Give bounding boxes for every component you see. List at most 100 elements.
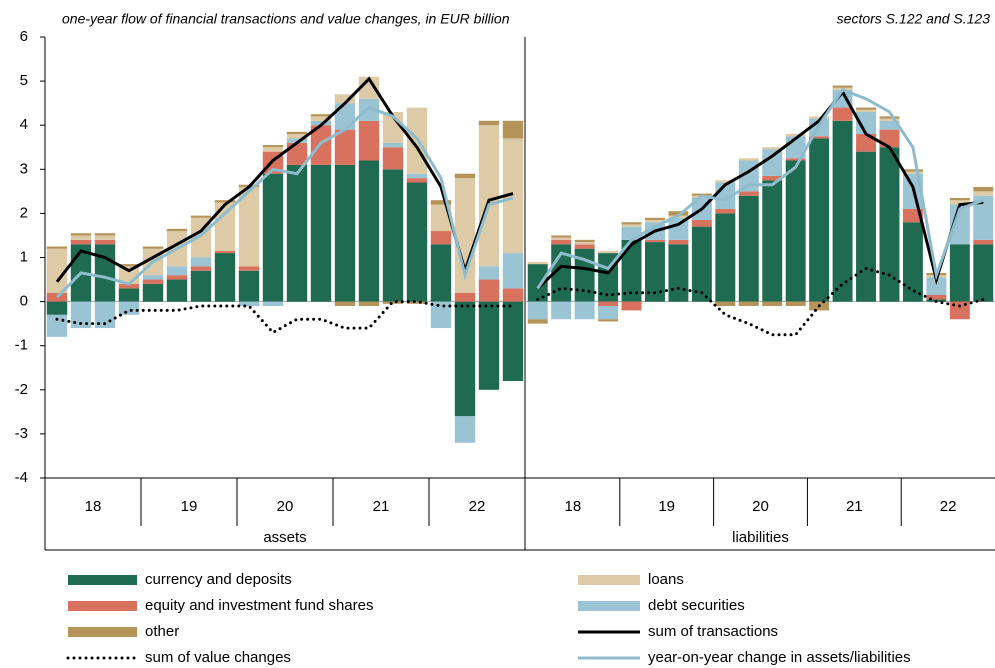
bar-segment (527, 301, 548, 320)
bar-segment (502, 120, 524, 139)
bar-segment (949, 197, 970, 201)
bar-segment (973, 244, 994, 302)
panel-label: assets (263, 529, 306, 546)
bar-segment (478, 120, 500, 126)
bar-segment (502, 253, 524, 289)
line (536, 89, 984, 290)
y-tick-label: 1 (20, 248, 28, 265)
bar-segment (691, 220, 712, 227)
line (536, 88, 984, 290)
bar-segment (190, 217, 212, 258)
bar-segment (621, 224, 642, 227)
bar-segment (926, 294, 947, 300)
legend-label: other (145, 623, 179, 640)
bar-segment (621, 239, 642, 302)
bar-segment (430, 204, 452, 232)
bar-segment (190, 257, 212, 267)
bar-segment (551, 239, 572, 245)
y-tick-label: 3 (20, 160, 28, 177)
bar-segment (358, 301, 380, 307)
bar-segment (502, 301, 524, 381)
bar-segment (238, 266, 260, 271)
bar-segment (262, 173, 284, 302)
bar-segment (856, 109, 876, 112)
bar-segment (574, 239, 595, 243)
bar-segment (973, 195, 994, 240)
y-tick-label: 4 (20, 116, 28, 133)
bar-segment (382, 169, 404, 302)
bar-segment (262, 145, 284, 148)
bar-segment (142, 246, 164, 249)
x-group-label: 18 (85, 498, 102, 515)
bar-segment (334, 129, 356, 165)
bar-segment (738, 191, 759, 196)
bar-segment (973, 191, 994, 196)
bar-segment (358, 98, 380, 121)
y-tick-label: 5 (20, 72, 28, 89)
bar-segment (358, 120, 380, 161)
bar-segment (879, 116, 900, 119)
bar-segment (94, 235, 116, 240)
bar-segment (190, 266, 212, 271)
bar-segment (94, 244, 116, 302)
bar-segment (949, 301, 970, 320)
bar-segment (142, 279, 164, 284)
legend-label: sum of value changes (145, 649, 291, 666)
bar-segment (94, 233, 116, 236)
line (536, 266, 985, 337)
bar-segment (973, 186, 994, 192)
bar-segment (478, 279, 500, 302)
bar-segment (214, 202, 236, 251)
bar-segment (762, 147, 783, 150)
bar-segment (94, 239, 116, 245)
bar-segment (551, 237, 572, 240)
bar-segment (902, 171, 923, 174)
bar-segment (809, 138, 830, 302)
bar-segment (902, 169, 923, 172)
chart-title: one-year flow of financial transactions … (62, 11, 510, 27)
bar-segment (856, 111, 876, 135)
bar-segment (527, 319, 548, 324)
bar-segment (785, 158, 806, 161)
line (55, 76, 514, 283)
bar-segment (334, 103, 356, 130)
bar-segment (46, 248, 68, 293)
bar-segment (527, 261, 548, 265)
bar-segment (598, 306, 619, 320)
bar-segment (856, 151, 876, 302)
x-group-label: 21 (846, 498, 863, 515)
bar-segment (310, 164, 332, 302)
bar-segment (46, 246, 68, 249)
x-group-label: 19 (181, 498, 198, 515)
bar-segment (832, 107, 853, 121)
bar-segment (166, 266, 188, 276)
bar-segment (949, 244, 970, 302)
bar-segment (118, 264, 140, 267)
bar-segment (668, 244, 689, 302)
bar-segment (190, 270, 212, 302)
bar-segment (478, 266, 500, 280)
bar-segment (478, 301, 500, 390)
bar-segment (70, 233, 92, 236)
x-group-label: 20 (752, 498, 769, 515)
legend-label: currency and deposits (145, 571, 292, 588)
bar-segment (382, 147, 404, 170)
bar-segment (190, 215, 212, 218)
bar-segment (70, 239, 92, 245)
bar-segment (715, 213, 736, 302)
bar-segment (334, 164, 356, 302)
bar-segment (430, 301, 452, 329)
bar-segment (166, 275, 188, 280)
bar-segment (406, 301, 428, 304)
bar-segment (551, 235, 572, 238)
bar-segment (70, 301, 92, 329)
y-tick-label: 0 (20, 293, 28, 310)
bar-segment (973, 239, 994, 245)
bar-segment (118, 301, 140, 315)
x-group-label: 22 (469, 498, 486, 515)
bar-segment (879, 118, 900, 121)
bar-segment (454, 173, 476, 179)
legend-label: debt securities (648, 597, 745, 614)
legend-swatch (68, 627, 137, 637)
line (55, 300, 515, 335)
